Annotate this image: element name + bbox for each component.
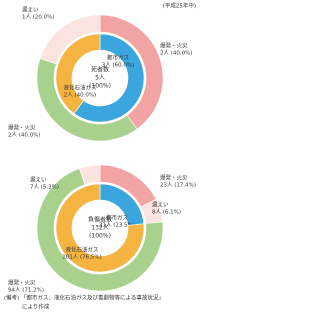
footnote: (備考) 「都市ガス、液化石油ガス及び毒劇物等による事故状況」 [4,294,164,302]
inner-segment [55,33,101,115]
center-label: (100%) [89,83,111,90]
inner-label: 都市ガス [107,54,129,62]
outer-value-label: 2人 (40.0%) [160,50,193,57]
center-label: 死者数 [91,66,109,74]
outer-label: 漏えい [22,6,39,14]
page: (平成25年中) (備考) 「都市ガス、液化石油ガス及び毒劇物等による事故状況」… [4,2,196,311]
outer-value-label: 1人 (20.0%) [22,14,55,21]
inner-value-label: 101人 (76.5%) [62,254,102,261]
period: (平成25年中) [163,2,196,10]
outer-value-label: 2人 (40.0%) [8,132,41,139]
outer-segment [39,14,101,65]
outer-label: 爆発・火災 [8,279,36,287]
outer-value-label: 7人 (5.3%) [30,184,59,191]
outer-value-label: 23人 (17.4%) [160,182,196,189]
inner-label: 都市ガス [106,214,128,222]
center-label: (100%) [89,233,111,240]
inner-segment [73,33,145,123]
inner-value-label: 31人 (23.5%) [99,222,135,229]
outer-label: 漏えい [30,176,47,184]
inner-segment [55,183,145,273]
outer-value-label: 94人 (71.2%) [8,287,44,294]
inner-value-label: 2人 (40.0%) [64,92,97,99]
center-label: 5人 [95,75,105,82]
outer-segment [79,164,101,185]
outer-label: 爆発・火災 [160,174,188,182]
inner-label: 液化石油ガス [65,246,98,254]
center-label: 132人 [91,225,108,232]
center-label: 負傷者数 [88,216,112,224]
outer-segment [36,168,164,292]
inner-label: 液化石油ガス [63,84,96,92]
footnote: により作成 [22,303,50,311]
inner-value-label: 3人 (60.0%) [102,62,135,69]
outer-value-label: 8人 (6.1%) [152,209,181,216]
outer-label: 爆発・火災 [8,124,36,132]
outer-label: 爆発・火災 [160,42,188,50]
outer-label: 漏えい [152,201,169,209]
